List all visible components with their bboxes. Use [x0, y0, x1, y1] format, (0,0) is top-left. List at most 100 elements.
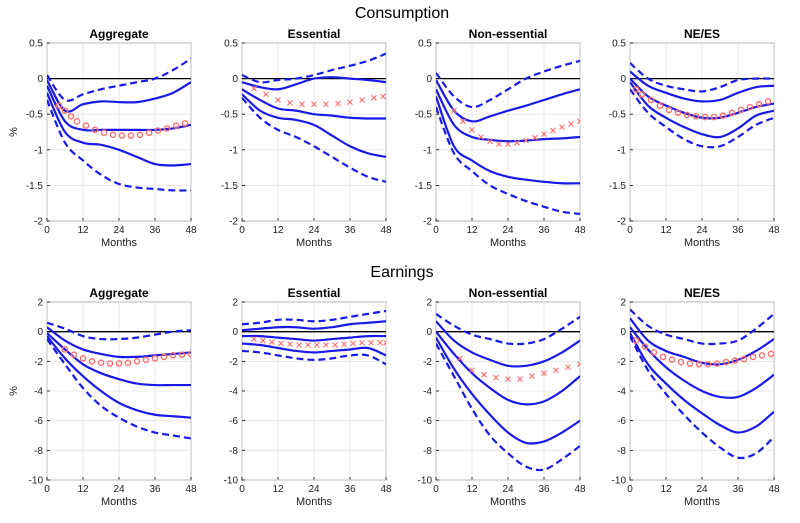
x-tick-label: 48: [380, 225, 392, 236]
x-tick-label: 0: [627, 484, 633, 495]
series-group: [242, 52, 386, 183]
point-marker: [61, 107, 69, 114]
point-marker: [656, 102, 664, 109]
point-marker: [692, 113, 700, 120]
point-marker: [296, 342, 302, 348]
y-tick-label: 0: [37, 327, 43, 338]
x-tick-label: 48: [185, 225, 197, 236]
point-marker: [109, 131, 117, 139]
y-tick-label: -0.5: [26, 110, 44, 121]
x-tick-label: 48: [574, 225, 586, 236]
y-tick-label: 2: [426, 298, 432, 309]
confidence-band-line: [436, 343, 580, 472]
point-marker: [683, 111, 691, 119]
chart-panel: 0 12 24 36 48 2 0 -2 -4 -6 -8 -10 Aggregate Months%: [8, 286, 197, 508]
x-tick-label: 36: [344, 484, 356, 495]
point-marker: [160, 353, 168, 361]
point-marker: [169, 352, 177, 359]
chart-panel: 0 12 24 36 48 0.5 0 -0.5 -1 -1.5 -2 Non-essential Mo…: [415, 27, 586, 249]
point-marker: [61, 346, 69, 353]
point-marker: [287, 99, 293, 106]
point-marker: [568, 121, 574, 128]
chart-panel: 0 12 24 36 48 0.5 0 -0.5 -1 -1.5 -2 Aggregate Months…: [8, 27, 197, 249]
y-tick-label: 0: [620, 327, 626, 338]
point-marker: [481, 371, 487, 378]
x-tick-label: 24: [308, 484, 320, 495]
confidence-band-line: [47, 99, 191, 192]
y-tick-label: 0: [426, 327, 432, 338]
x-tick-label: 0: [433, 225, 439, 236]
x-tick-label: 0: [433, 484, 439, 495]
x-tick-label: 0: [44, 225, 50, 236]
irf-line: [436, 96, 580, 185]
point-marker: [380, 93, 386, 100]
point-marker: [67, 113, 75, 120]
x-tick-label: 36: [149, 225, 161, 236]
point-marker: [359, 339, 365, 346]
point-marker: [647, 96, 655, 104]
point-marker: [529, 373, 535, 380]
y-tick-label: -2: [423, 217, 432, 228]
y-tick-label: 2: [37, 298, 43, 309]
chart-panel: 0 12 24 36 48 2 0 -2 -4 -6 -8 -10 Non-essential Month…: [418, 286, 586, 508]
x-tick-label: 48: [574, 484, 586, 495]
irf-line: [242, 88, 386, 120]
y-tick-label: -1.5: [221, 181, 239, 192]
panel-grid: 0 12 24 36 48 0.5 0 -0.5 -1 -1.5 -2 Aggregate Months…: [8, 27, 780, 508]
x-axis-label: Months: [101, 237, 138, 249]
series-group: [630, 62, 774, 149]
confidence-band-line: [630, 88, 774, 149]
point-marker: [710, 113, 718, 121]
point-marker: [118, 132, 126, 139]
x-tick-label: 36: [538, 225, 550, 236]
point-marker: [559, 124, 565, 130]
point-marker: [73, 118, 81, 125]
point-marker: [145, 129, 153, 137]
point-marker: [163, 125, 171, 132]
x-axis-label: Months: [296, 496, 333, 508]
y-tick-label: 0.5: [418, 39, 432, 50]
point-marker: [79, 355, 87, 362]
point-marker: [172, 122, 180, 129]
confidence-band-line: [630, 335, 774, 460]
point-marker: [577, 118, 580, 125]
y-tick-label: -2: [617, 217, 626, 228]
panel-title: Essential: [288, 286, 341, 300]
point-marker: [674, 109, 682, 117]
point-marker: [740, 355, 748, 363]
y-tick-label: 0: [426, 74, 432, 85]
point-marker: [532, 134, 538, 141]
y-tick-label: 0: [620, 74, 626, 85]
y-tick-label: -8: [34, 446, 43, 457]
confidence-band-line: [630, 62, 774, 93]
confidence-band-line: [436, 106, 580, 215]
point-marker: [106, 360, 114, 367]
y-tick-label: -10: [612, 476, 627, 487]
point-marker: [127, 132, 135, 139]
point-marker: [97, 359, 105, 367]
y-tick-label: 2: [620, 298, 626, 309]
panel-title: Essential: [288, 27, 341, 41]
x-tick-label: 0: [239, 484, 245, 495]
row-title-consumption: Consumption: [355, 5, 449, 22]
x-tick-label: 0: [44, 484, 50, 495]
point-marker: [133, 358, 141, 365]
point-marker: [124, 359, 132, 367]
irf-line: [242, 334, 386, 342]
panel-title: NE/ES: [684, 286, 720, 300]
x-tick-label: 24: [502, 484, 514, 495]
x-axis-label: Months: [490, 237, 527, 249]
irf-line: [242, 76, 386, 91]
y-tick-label: 0.5: [612, 39, 626, 50]
point-marker: [136, 131, 144, 139]
x-tick-label: 48: [185, 484, 197, 495]
y-axis-label: %: [8, 127, 20, 137]
point-marker: [469, 367, 475, 374]
point-marker: [541, 370, 547, 377]
x-tick-label: 24: [113, 225, 125, 236]
point-marker: [260, 337, 266, 344]
series-group: [630, 308, 774, 460]
y-tick-label: -4: [423, 387, 432, 398]
x-tick-label: 48: [768, 484, 780, 495]
